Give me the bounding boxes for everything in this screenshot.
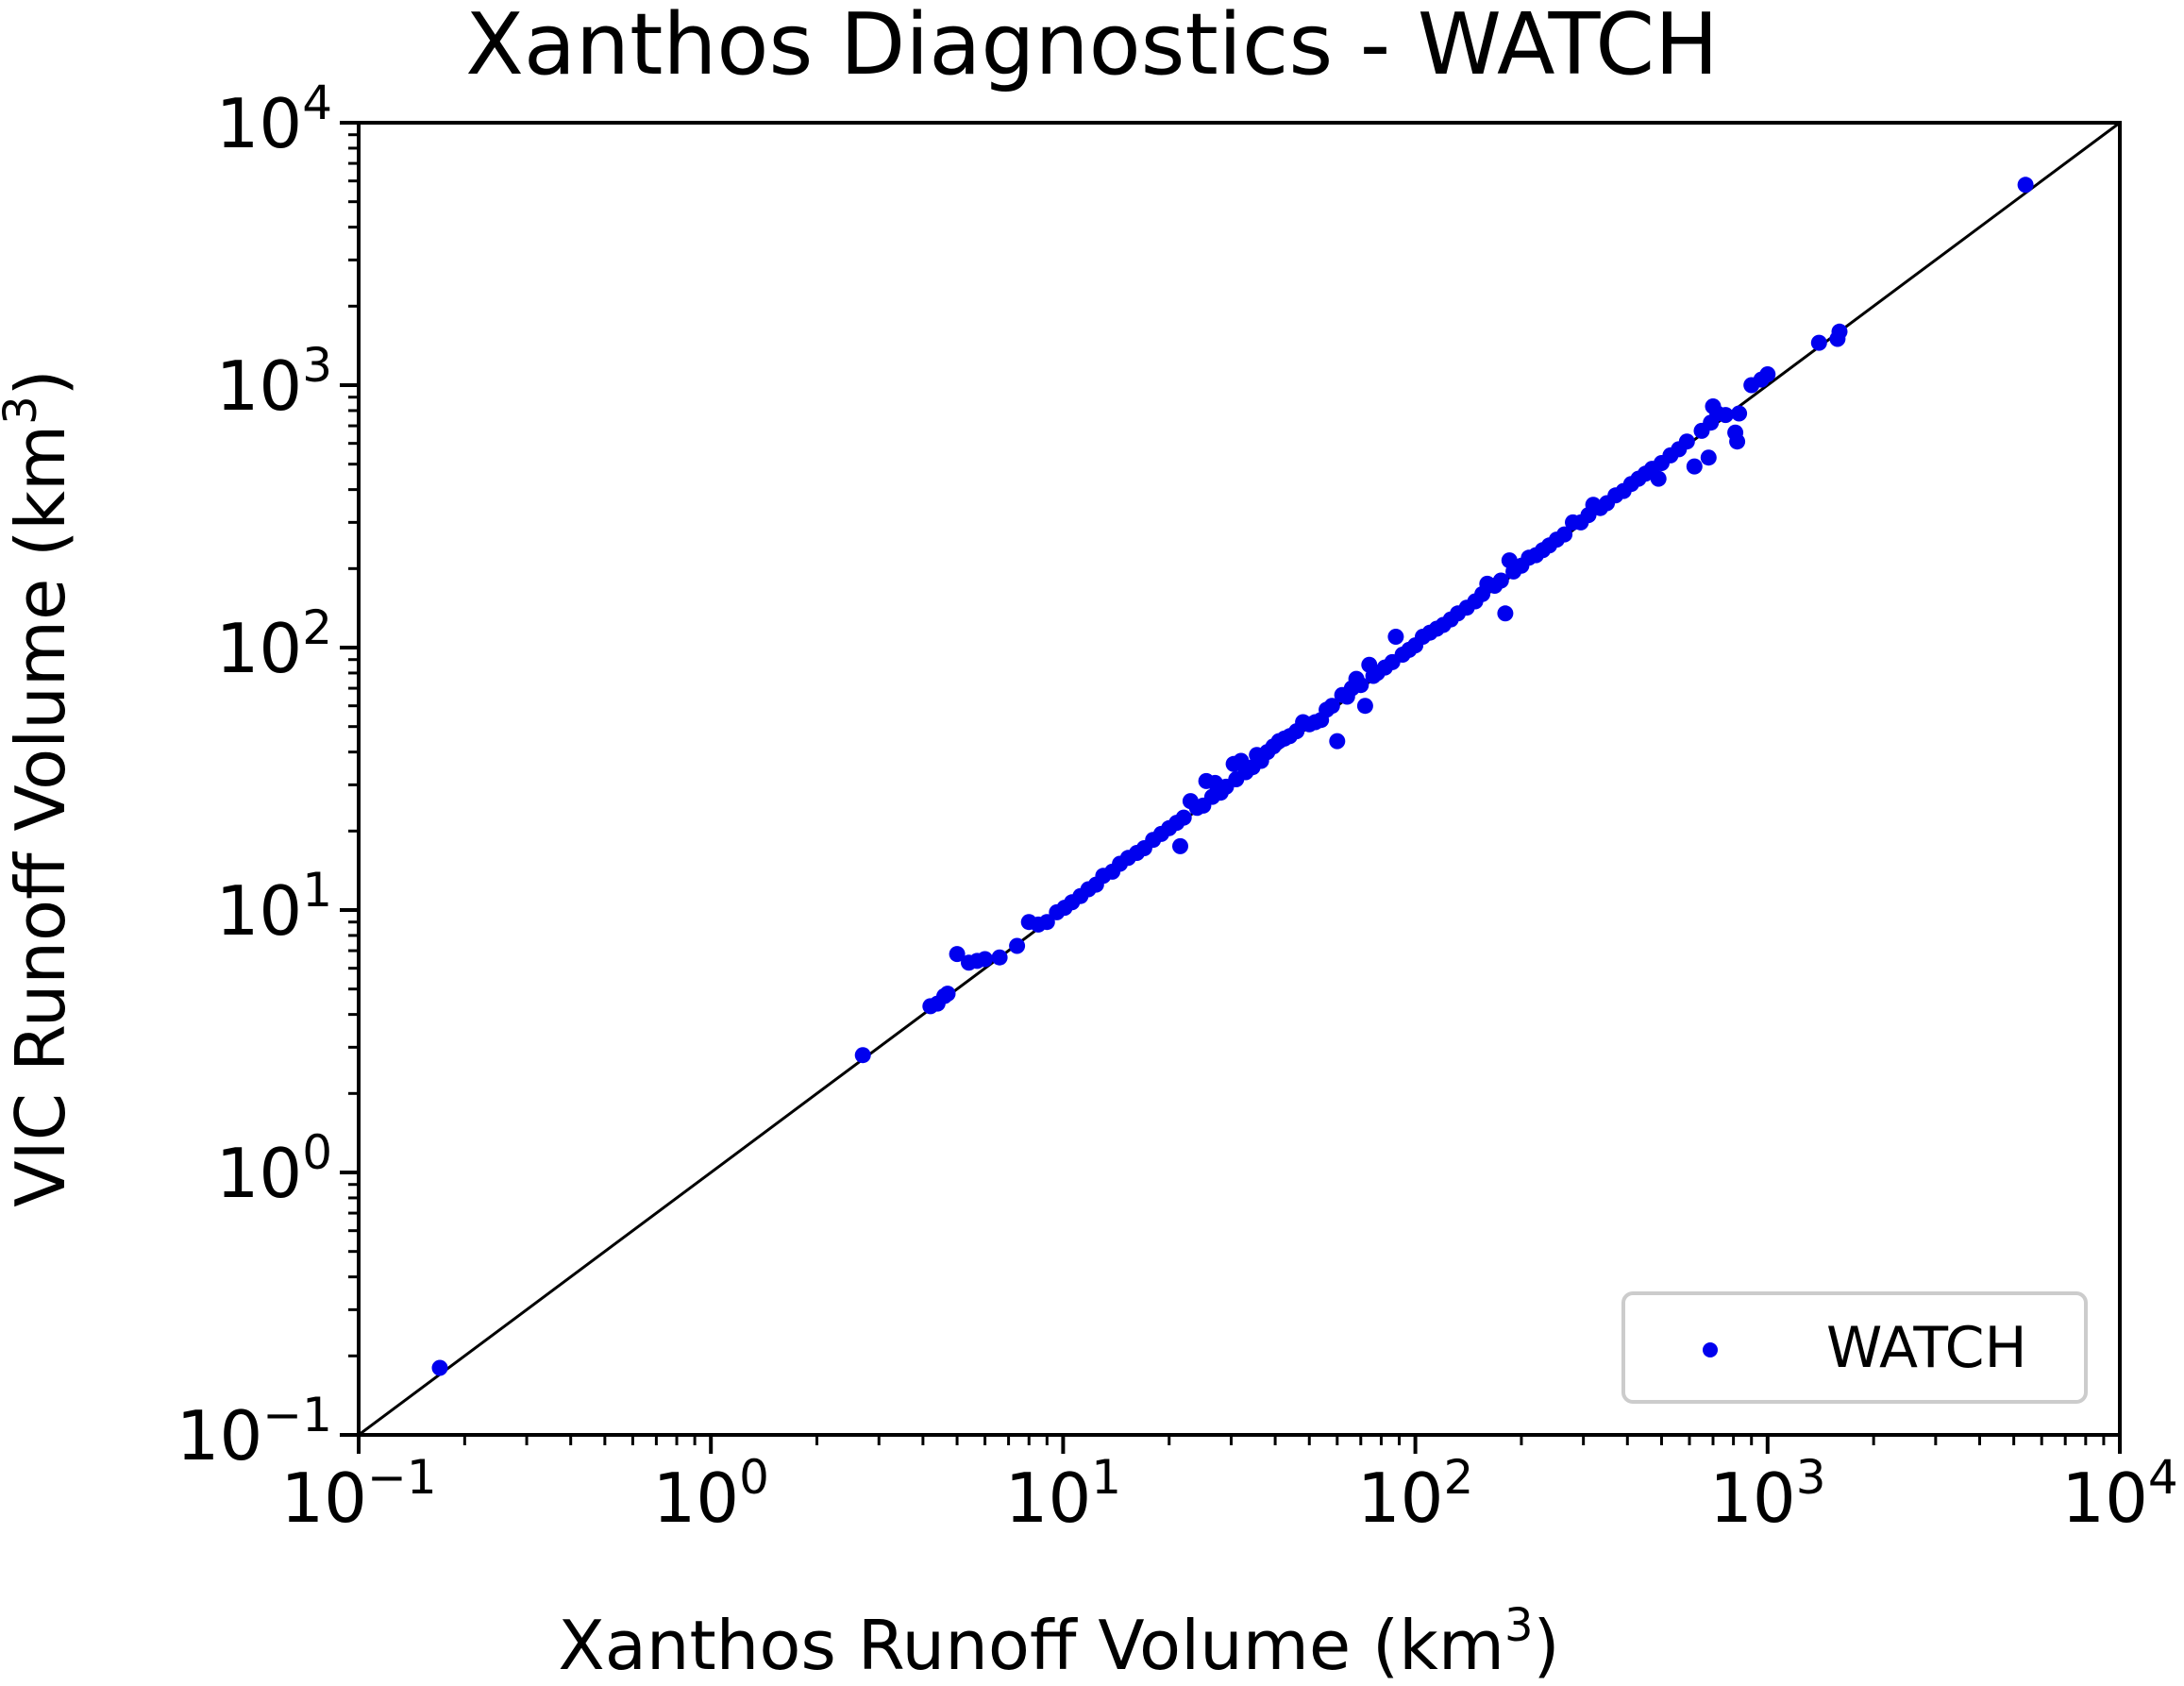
data-point xyxy=(1387,629,1404,645)
tick-label-exponent: 3 xyxy=(302,338,332,393)
x-axis-label-end: ) xyxy=(1534,1606,1560,1685)
legend-label-watch: WATCH xyxy=(1826,1315,2027,1381)
data-point xyxy=(854,1047,871,1064)
tick-label-base: 10 xyxy=(652,1458,739,1538)
legend-marker xyxy=(1703,1342,1718,1357)
tick-label-exponent: 2 xyxy=(302,600,332,655)
data-point xyxy=(1356,698,1373,715)
data-point xyxy=(949,946,966,963)
tick-label-exponent: 4 xyxy=(302,76,332,130)
axes-frame xyxy=(357,121,2122,1437)
y-tick-label: 102 xyxy=(216,600,332,688)
tick-label-exponent: 4 xyxy=(2148,1450,2178,1505)
tick-label-exponent: 0 xyxy=(739,1450,769,1505)
y-axis-label: VIC Runoff Volume (km3) xyxy=(0,369,80,1206)
data-point xyxy=(1172,837,1188,854)
tick-label-base: 10 xyxy=(280,1458,367,1538)
data-point xyxy=(1497,605,1514,622)
y-axis-label-end: ) xyxy=(1,369,80,396)
tick-label-exponent: 2 xyxy=(1444,1450,1474,1505)
data-point xyxy=(991,949,1008,966)
data-point xyxy=(1700,449,1717,466)
data-point xyxy=(1831,323,1848,340)
tick-label-base: 10 xyxy=(216,346,303,426)
data-point xyxy=(1810,334,1827,351)
tick-label-base: 10 xyxy=(1005,1458,1092,1538)
data-point xyxy=(1686,458,1703,475)
y-tick-label: 104 xyxy=(216,76,332,163)
x-axis-label: Xanthos Runoff Volume (km3) xyxy=(558,1599,1559,1685)
data-point xyxy=(1329,733,1346,750)
tick-label-base: 10 xyxy=(176,1396,263,1475)
x-tick-label: 10−1 xyxy=(280,1450,436,1538)
chart-title: Xanthos Diagnostics - WATCH xyxy=(465,0,1719,94)
data-point xyxy=(1717,407,1734,424)
x-tick-label: 104 xyxy=(2061,1450,2177,1538)
tick-label-base: 10 xyxy=(216,871,303,951)
data-point xyxy=(939,986,956,1003)
tick-label-exponent: −1 xyxy=(367,1450,437,1505)
data-point xyxy=(2017,177,2034,194)
x-axis-label-superscript: 3 xyxy=(1504,1599,1534,1652)
x-axis-label-text: Xanthos Runoff Volume (km xyxy=(558,1606,1504,1685)
y-tick-label: 101 xyxy=(216,863,332,951)
tick-label-base: 10 xyxy=(216,84,303,163)
tick-label-base: 10 xyxy=(1709,1458,1796,1538)
tick-label-exponent: 1 xyxy=(302,863,332,918)
y-tick-label: 100 xyxy=(216,1125,332,1213)
data-point xyxy=(1009,937,1026,954)
data-point xyxy=(1678,433,1695,450)
data-point xyxy=(977,951,994,968)
tick-label-base: 10 xyxy=(2061,1458,2148,1538)
tick-label-exponent: 3 xyxy=(1796,1450,1826,1505)
data-point xyxy=(431,1359,448,1376)
tick-label-base: 10 xyxy=(216,609,303,688)
legend: WATCH xyxy=(1621,1291,2088,1404)
data-point xyxy=(1038,914,1055,931)
data-point xyxy=(1729,433,1746,450)
data-point xyxy=(1352,677,1369,694)
y-axis-label-text: VIC Runoff Volume (km xyxy=(1,425,80,1207)
legend-box xyxy=(1621,1291,2088,1404)
data-point xyxy=(1556,526,1573,543)
tick-label-base: 10 xyxy=(216,1134,303,1213)
tick-label-exponent: −1 xyxy=(262,1388,332,1442)
y-tick-label: 10−1 xyxy=(176,1388,332,1475)
y-axis-label-superscript: 3 xyxy=(0,396,47,425)
x-tick-label: 100 xyxy=(652,1450,768,1538)
tick-label-base: 10 xyxy=(1357,1458,1444,1538)
data-point xyxy=(1759,366,1776,382)
tick-label-exponent: 1 xyxy=(1091,1450,1121,1505)
y-tick-label: 103 xyxy=(216,338,332,426)
x-tick-label: 103 xyxy=(1709,1450,1825,1538)
x-tick-label: 102 xyxy=(1357,1450,1473,1538)
data-point xyxy=(1650,470,1667,487)
x-tick-label: 101 xyxy=(1005,1450,1121,1538)
tick-label-exponent: 0 xyxy=(302,1125,332,1180)
data-point xyxy=(1323,698,1340,715)
data-point xyxy=(1731,405,1748,422)
data-point xyxy=(1175,809,1192,826)
data-point xyxy=(1492,572,1509,589)
